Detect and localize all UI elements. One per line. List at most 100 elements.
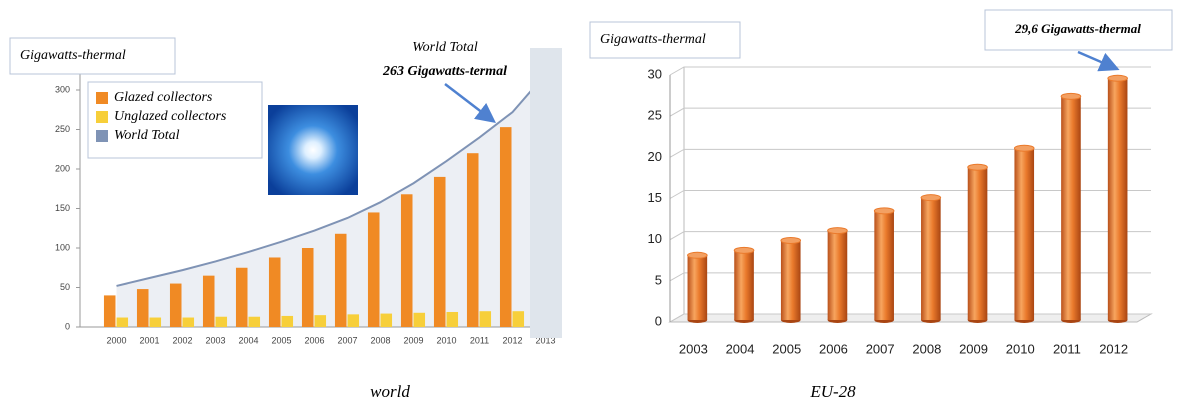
annotation-arrow	[444, 83, 496, 124]
bar-top	[1060, 92, 1082, 100]
grid-line	[669, 66, 1151, 76]
grid-line	[669, 148, 1151, 158]
x-tick-label: 2005	[772, 341, 801, 356]
bar	[380, 313, 393, 327]
y-tick-label: 150	[55, 203, 70, 213]
x-tick-label: 2011	[1053, 341, 1081, 356]
bar	[268, 257, 281, 327]
bar	[347, 314, 360, 327]
bar	[367, 212, 380, 327]
bar	[499, 127, 512, 327]
x-tick-label: 2010	[1006, 341, 1035, 356]
bar-top	[733, 246, 755, 254]
bar	[169, 283, 182, 327]
y-tick-label: 300	[55, 84, 70, 94]
bar	[512, 311, 525, 327]
annotation: 263 Gigawatts-termal	[382, 64, 507, 79]
y-tick-label: 100	[55, 242, 70, 252]
bar-top	[780, 236, 802, 244]
y-tick-label: 0	[65, 321, 70, 331]
plot: 0 5 10 15 20 25 30 2003 2004 2005 2006 2007 2008 2009…	[648, 66, 1153, 356]
x-tick-label: 2006	[819, 341, 848, 356]
x-tick-label: 2005	[271, 335, 291, 345]
x-tick-label: 2006	[304, 335, 324, 345]
line	[116, 73, 547, 287]
x-tick-label: 2004	[726, 341, 755, 356]
y-label: Gigawatts-thermal	[600, 32, 706, 47]
bar	[734, 250, 754, 320]
bar	[235, 267, 248, 327]
bar	[780, 240, 801, 320]
legend-swatch	[96, 130, 108, 142]
legend-label: World Total	[114, 128, 180, 143]
bar	[1014, 148, 1035, 320]
x-tick-label: 2012	[502, 335, 522, 345]
bar	[687, 255, 708, 320]
y-tick-label: 25	[648, 108, 662, 123]
bar	[136, 289, 149, 327]
bar	[466, 153, 479, 327]
x-tick-label: 2013	[535, 335, 555, 345]
bar	[103, 295, 116, 327]
y-tick-label: 200	[55, 163, 70, 173]
x-tick-label: 2009	[959, 341, 988, 356]
bar	[400, 194, 413, 327]
y-tick-label: 250	[55, 124, 70, 134]
bar	[215, 316, 228, 327]
grid-line	[669, 272, 1151, 282]
bar	[433, 176, 446, 327]
grid-line	[669, 107, 1151, 117]
grid-line	[669, 231, 1151, 241]
annotation-box	[984, 9, 1173, 51]
eu-chart: 0 5 10 15 20 25 30 2003 2004 2005 2006 2007 2008 2009…	[589, 9, 1173, 401]
bar	[874, 210, 894, 320]
bar	[827, 230, 848, 320]
bar-top	[873, 207, 895, 215]
annotation-arrow	[1077, 50, 1120, 72]
legend-label: Glazed collectors	[114, 90, 213, 105]
x-tick-label: 2000	[106, 335, 126, 345]
bar-top	[687, 251, 708, 259]
y-label: Gigawatts-thermal	[20, 48, 126, 63]
y-tick-label: 10	[648, 231, 662, 246]
y-tick-label: 15	[648, 190, 662, 205]
sun-image	[268, 105, 358, 195]
y-tick-label: 30	[648, 66, 662, 81]
y-label-box	[589, 21, 741, 59]
legend-label: Unglazed collectors	[114, 109, 227, 124]
plot: 0 50 100 150 200 250 300 2000 2001 2002 2003 2004 20…	[55, 50, 562, 345]
annotation: 29,6 Gigawatts-thermal	[1014, 21, 1141, 36]
x-tick-label: 2001	[139, 335, 159, 345]
x-tick-label: 2010	[436, 335, 456, 345]
annotation: World Total	[412, 40, 478, 55]
legend-swatch	[96, 111, 108, 123]
caption: world	[370, 382, 410, 401]
bar	[149, 317, 162, 327]
x-tick-label: 2003	[205, 335, 225, 345]
bar	[202, 275, 215, 327]
bar-top	[920, 194, 942, 202]
grid-line	[669, 313, 1151, 323]
legend-swatch	[96, 92, 108, 104]
bar	[1061, 96, 1081, 320]
caption: EU-28	[809, 382, 856, 401]
y-tick-label: 20	[648, 149, 662, 164]
bar	[248, 316, 261, 327]
x-tick-label: 2008	[912, 341, 941, 356]
bar	[1107, 78, 1128, 320]
grid-line	[669, 190, 1151, 199]
world-chart: 0 50 100 150 200 250 300 2000 2001 2002 2003 2004 20…	[9, 37, 562, 401]
y-tick-label: 0	[655, 313, 662, 328]
forecast-band	[530, 48, 562, 338]
x-tick-label: 2011	[470, 335, 489, 345]
legend-box	[87, 81, 263, 159]
bar-top	[1013, 144, 1035, 152]
bar-top	[827, 227, 848, 235]
bar	[116, 317, 129, 327]
x-tick-label: 2007	[866, 341, 895, 356]
y-tick-label: 5	[655, 272, 662, 287]
bar	[921, 197, 941, 320]
y-label-box	[9, 37, 176, 75]
bar	[479, 311, 492, 327]
bar-top	[967, 163, 988, 171]
